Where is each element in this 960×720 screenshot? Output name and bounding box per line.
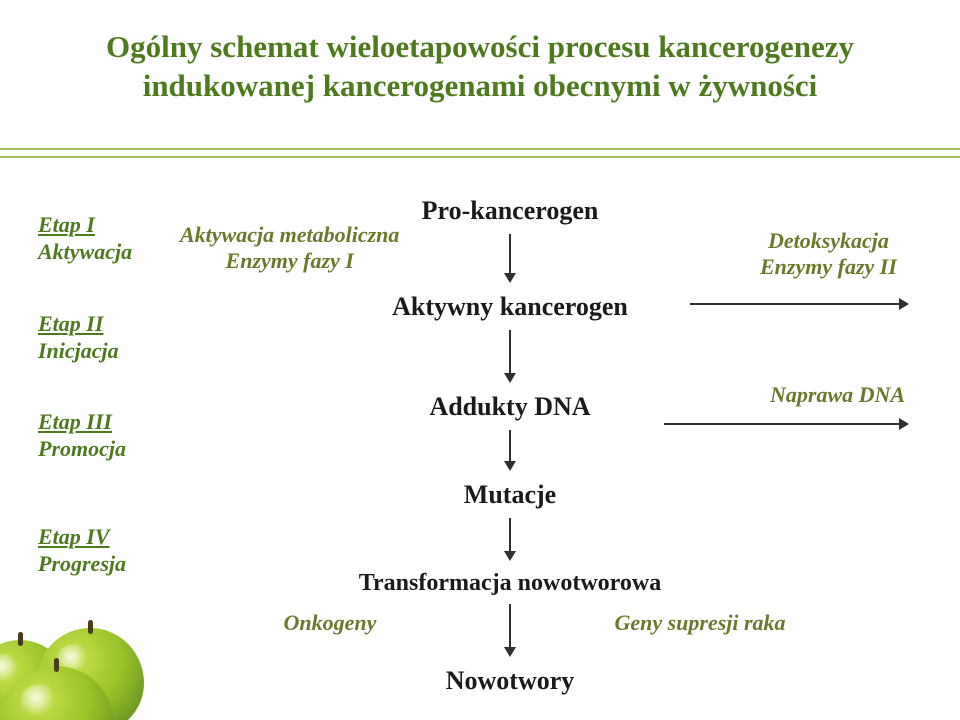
stage-1-sub: Aktywacja bbox=[38, 239, 132, 264]
detox-line2: Enzymy fazy II bbox=[760, 254, 897, 279]
stages-column: Etap I Aktywacja Etap II Inicjacja Etap … bbox=[38, 212, 132, 578]
arrow-to-repair bbox=[664, 418, 909, 430]
activation-label: Aktywacja metaboliczna Enzymy fazy I bbox=[180, 222, 399, 275]
label-onkogeny: Onkogeny bbox=[260, 610, 400, 636]
stage-2-sub: Inicjacja bbox=[38, 338, 132, 363]
page-title: Ogólny schemat wieloetapowości procesu k… bbox=[40, 28, 920, 106]
title-divider bbox=[0, 148, 960, 158]
stage-2-name: Etap II bbox=[38, 311, 132, 336]
stage-4-name: Etap IV bbox=[38, 524, 132, 549]
node-transformacja: Transformacja nowotworowa bbox=[300, 570, 720, 597]
node-pro-kancerogen: Pro-kancerogen bbox=[380, 196, 640, 226]
node-aktywny-kancerogen: Aktywny kancerogen bbox=[350, 292, 670, 322]
arrow-mutations-to-transf bbox=[504, 518, 516, 561]
label-supresja: Geny supresji raka bbox=[590, 610, 810, 636]
label-detoksykacja: Detoksykacja Enzymy fazy II bbox=[760, 228, 897, 281]
activation-line2: Enzymy fazy I bbox=[226, 248, 354, 273]
node-mutacje: Mutacje bbox=[380, 480, 640, 510]
apples-decoration bbox=[0, 570, 160, 720]
detox-line1: Detoksykacja bbox=[768, 228, 889, 253]
arrow-transf-to-tumors bbox=[504, 604, 516, 657]
node-addukty-dna: Addukty DNA bbox=[380, 392, 640, 422]
arrow-active-to-adducts bbox=[504, 330, 516, 383]
node-nowotwory: Nowotwory bbox=[380, 666, 640, 696]
label-naprawa-dna: Naprawa DNA bbox=[770, 382, 905, 408]
title-line2: indukowanej kancerogenami obecnymi w żyw… bbox=[143, 68, 818, 103]
arrow-pro-to-active bbox=[504, 234, 516, 283]
stage-1-name: Etap I bbox=[38, 212, 132, 237]
activation-line1: Aktywacja metaboliczna bbox=[180, 222, 399, 247]
arrow-adducts-to-mutations bbox=[504, 430, 516, 471]
stage-3-sub: Promocja bbox=[38, 436, 132, 461]
arrow-to-detox bbox=[690, 298, 909, 310]
stage-3-name: Etap III bbox=[38, 409, 132, 434]
title-line1: Ogólny schemat wieloetapowości procesu k… bbox=[106, 29, 854, 64]
